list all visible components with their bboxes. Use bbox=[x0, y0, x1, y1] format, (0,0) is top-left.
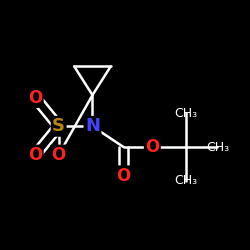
Text: O: O bbox=[116, 167, 131, 185]
Text: S: S bbox=[52, 117, 65, 135]
Text: N: N bbox=[85, 117, 100, 135]
Text: CH₃: CH₃ bbox=[174, 107, 198, 120]
Text: O: O bbox=[28, 89, 42, 107]
Text: O: O bbox=[145, 138, 160, 156]
Text: O: O bbox=[52, 146, 66, 164]
Text: CH₃: CH₃ bbox=[206, 140, 229, 153]
Text: O: O bbox=[28, 146, 42, 164]
Text: CH₃: CH₃ bbox=[174, 174, 198, 188]
